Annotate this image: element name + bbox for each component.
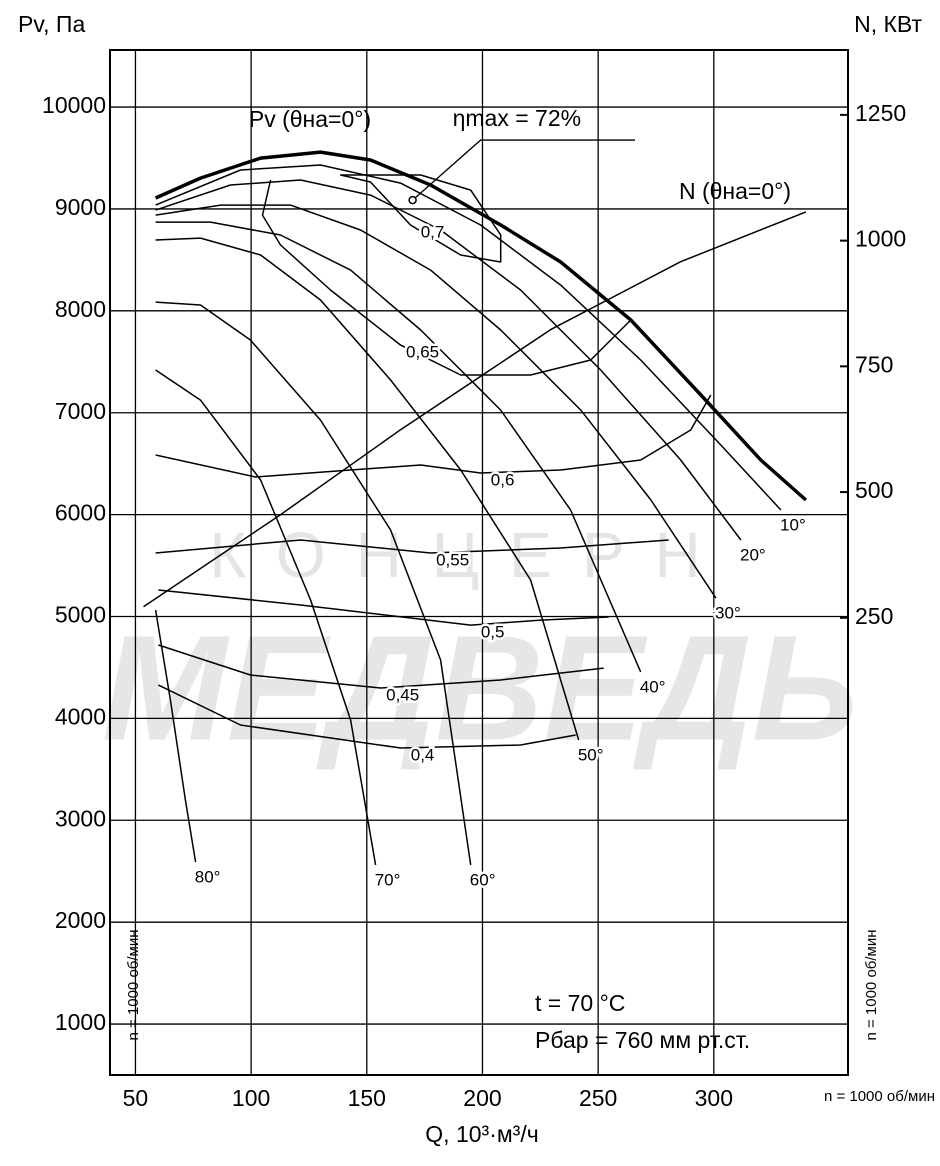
curve-label: 10° <box>780 516 806 535</box>
y2-tick-label: 750 <box>855 351 893 377</box>
eta-max-point <box>408 195 417 205</box>
curve-label: 20° <box>740 545 766 564</box>
curve <box>155 369 377 866</box>
curve <box>158 589 609 626</box>
speed-label: n = 1000 об/мин <box>125 929 142 1040</box>
y2-axis-title: N, КВт <box>854 11 922 37</box>
speed-label: n = 1000 об/мин <box>863 929 880 1040</box>
speed-label: n = 1000 об/мин <box>824 1088 935 1105</box>
y-tick-label: 2000 <box>55 907 106 933</box>
curve <box>261 179 632 376</box>
y-tick-label: 1000 <box>55 1009 106 1035</box>
x-tick-label: 50 <box>123 1085 149 1111</box>
curve <box>155 221 642 673</box>
curve-label: 0,55 <box>436 551 469 570</box>
curve-label: 0,6 <box>491 471 515 490</box>
curve-label: 50° <box>578 745 604 764</box>
x-axis-title: Q, 10³·м³/ч <box>425 1121 538 1147</box>
x-tick-label: 300 <box>695 1085 733 1111</box>
watermark-bottom: МЕДВЕДЬ <box>102 604 858 772</box>
curve-label: 0,45 <box>386 686 419 705</box>
x-tick-label: 150 <box>348 1085 386 1111</box>
y-tick-label: 6000 <box>55 500 106 526</box>
note: t = 70 °C <box>535 990 625 1016</box>
curve <box>155 237 580 741</box>
curve <box>155 301 472 866</box>
curve-label: 0,7 <box>421 223 445 242</box>
x-tick-label: 100 <box>232 1085 270 1111</box>
y2-tick-label: 250 <box>855 603 893 629</box>
curve-label: 0,4 <box>411 746 435 765</box>
y-axis-title: Pv, Па <box>18 11 85 37</box>
curve-label: 70° <box>375 870 401 889</box>
y-tick-label: 7000 <box>55 398 106 424</box>
curve <box>155 394 712 478</box>
note: Рбар = 760 мм рт.ст. <box>535 1027 750 1053</box>
plot-frame <box>109 49 849 1076</box>
y-tick-label: 3000 <box>55 805 106 831</box>
curve <box>158 684 576 749</box>
curve <box>158 644 604 689</box>
curve <box>155 539 669 554</box>
y2-tick-label: 1000 <box>855 226 906 252</box>
y-tick-label: 8000 <box>55 296 106 322</box>
curve <box>339 174 502 263</box>
curve-label: N (θна=0°) <box>679 178 791 204</box>
x-tick-label: 200 <box>463 1085 501 1111</box>
curve <box>143 211 807 608</box>
curve-label: 30° <box>715 604 741 623</box>
y2-tick-label: 500 <box>855 477 893 503</box>
curve <box>155 164 782 511</box>
annotation: ηmax = 72% <box>453 105 582 131</box>
curve-label: 80° <box>195 868 221 887</box>
y-tick-label: 5000 <box>55 602 106 628</box>
x-tick-label: 250 <box>579 1085 617 1111</box>
curve <box>154 609 197 863</box>
y-tick-label: 4000 <box>55 703 106 729</box>
annotation-leader <box>412 139 635 201</box>
y-tick-label: 10000 <box>42 92 106 118</box>
curve-label: 0,5 <box>481 623 505 642</box>
y2-tick-label: 1250 <box>855 100 906 126</box>
curve <box>155 204 717 599</box>
curve <box>155 179 742 541</box>
curve-label: 40° <box>640 678 666 697</box>
curve <box>154 150 808 502</box>
curve-label: 0,65 <box>406 343 439 362</box>
curve-label: 60° <box>470 870 496 889</box>
y-tick-label: 9000 <box>55 194 106 220</box>
watermark-top: КОНЦЕРН <box>209 519 731 591</box>
curve-label: Pv (θна=0°) <box>249 106 371 132</box>
